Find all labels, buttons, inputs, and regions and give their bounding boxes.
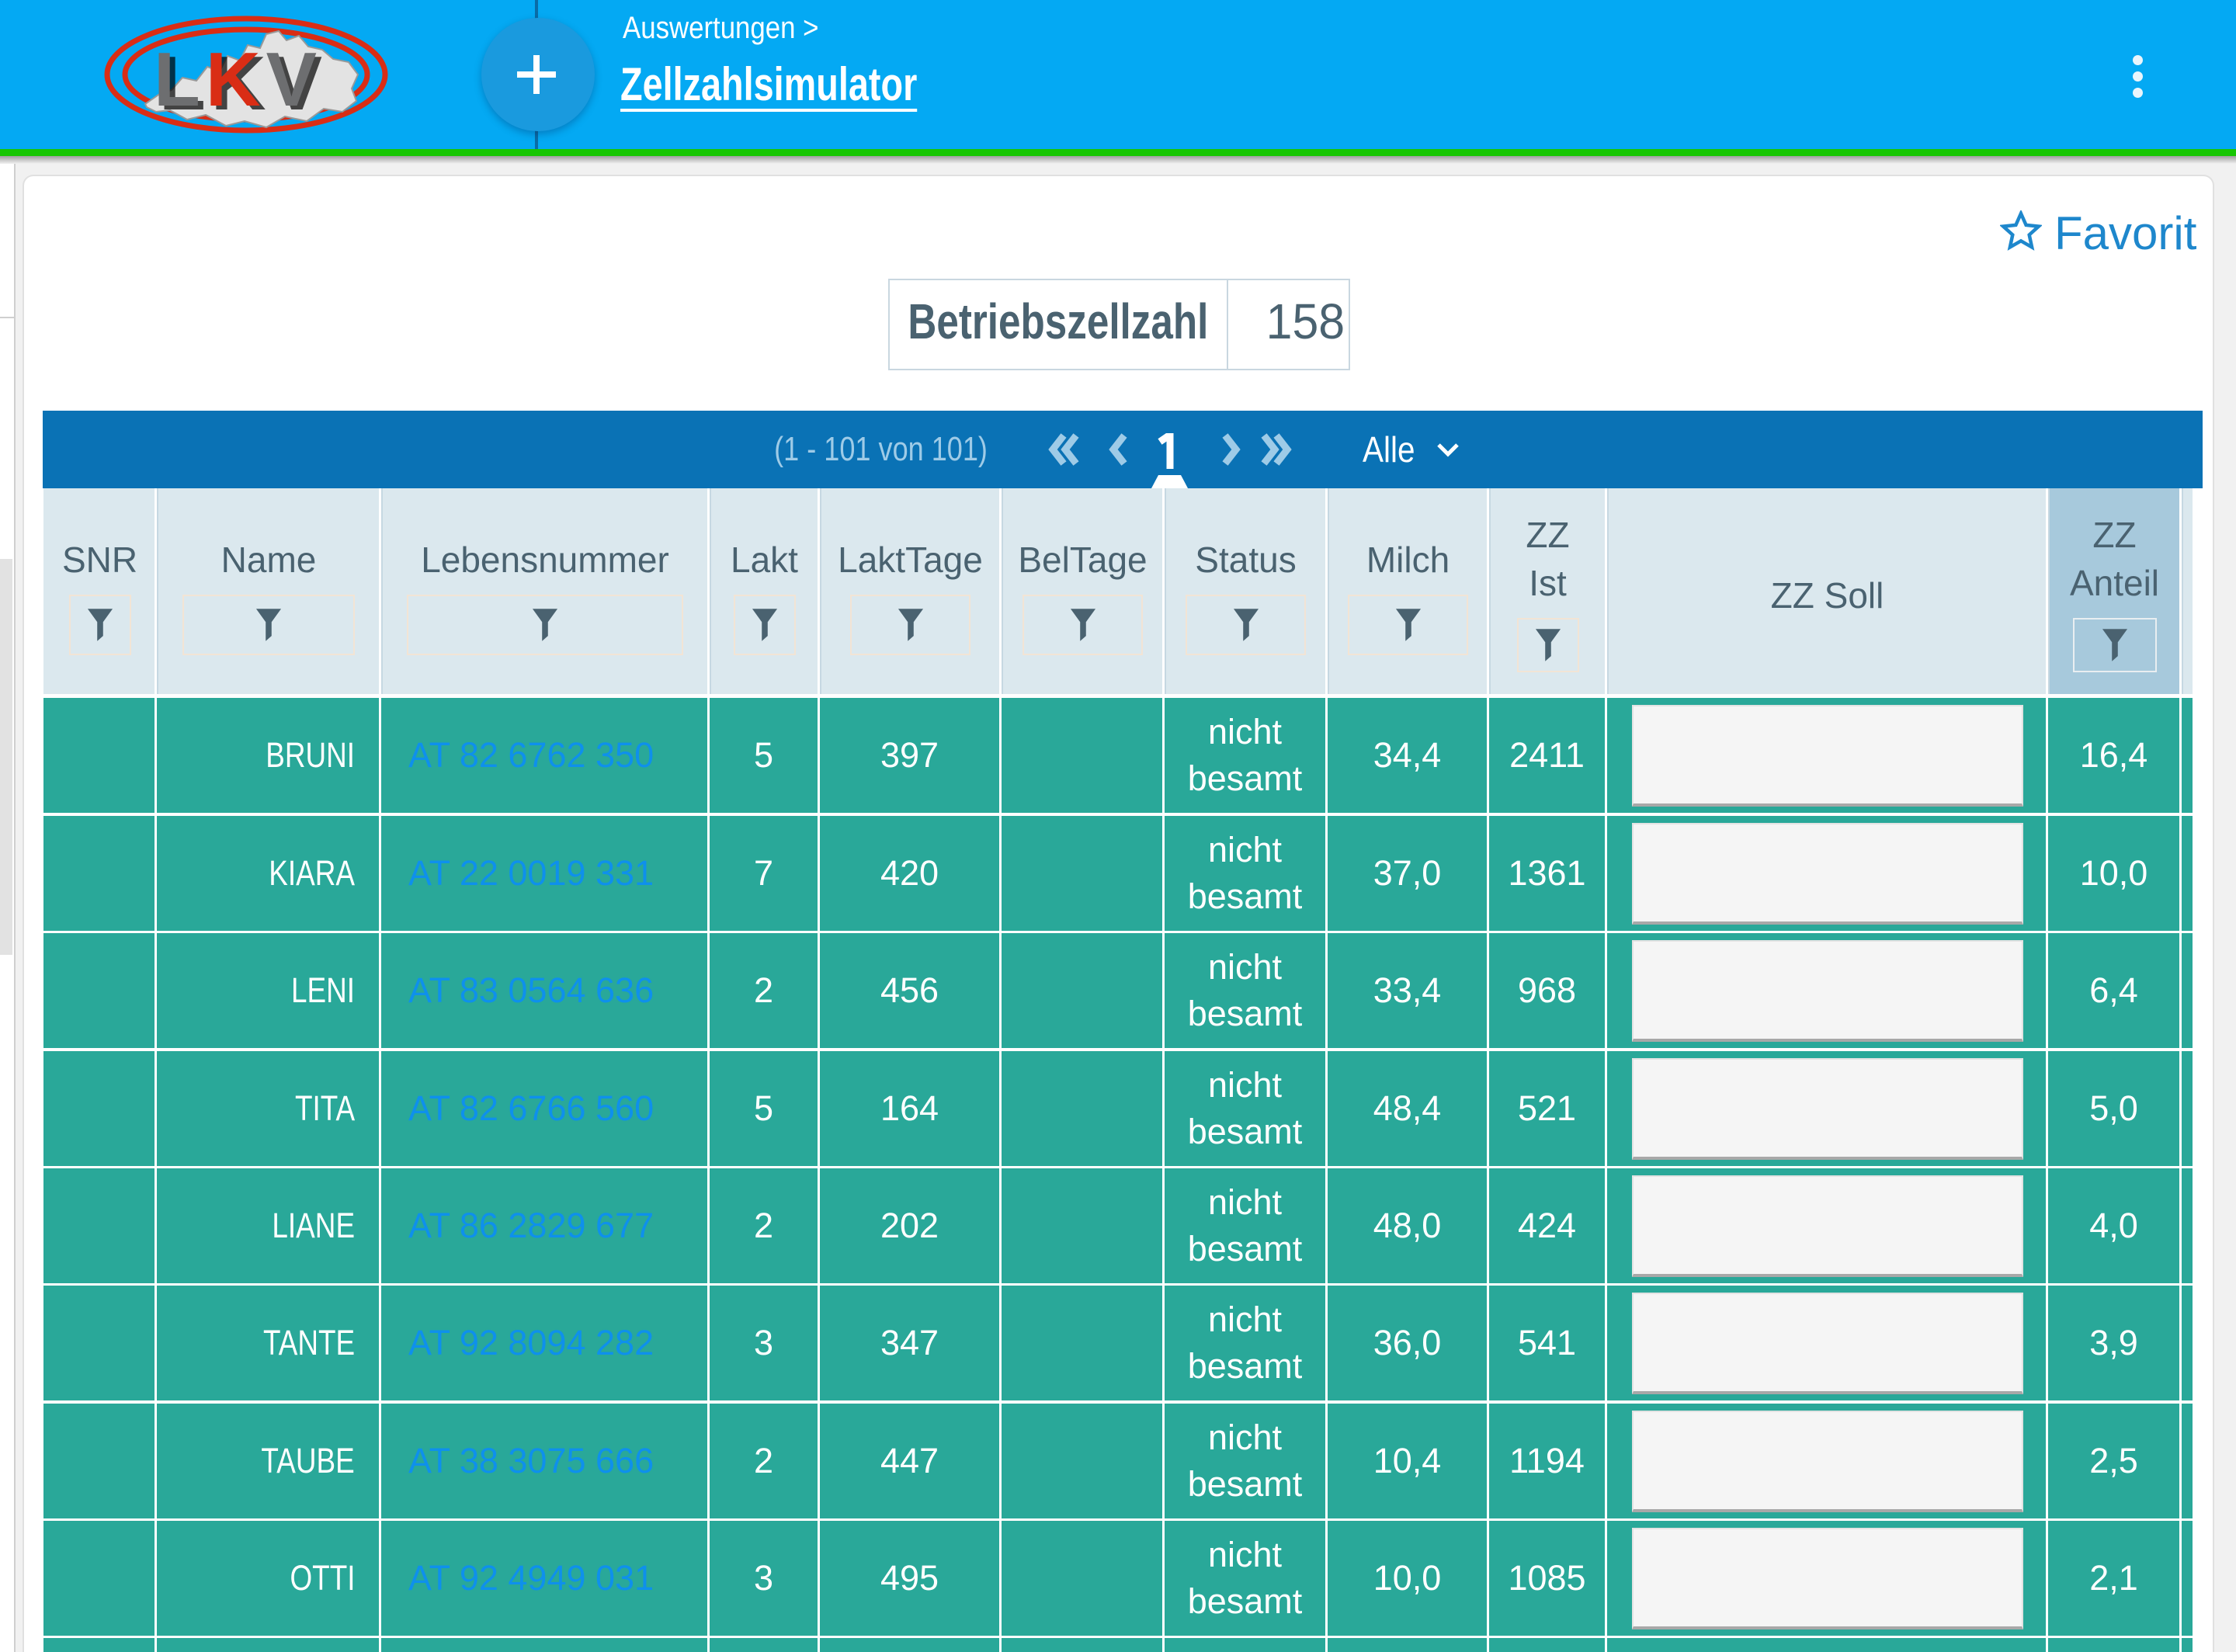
svg-text:LKV: LKV <box>154 36 322 122</box>
svg-text:LKV: LKV <box>159 40 328 126</box>
